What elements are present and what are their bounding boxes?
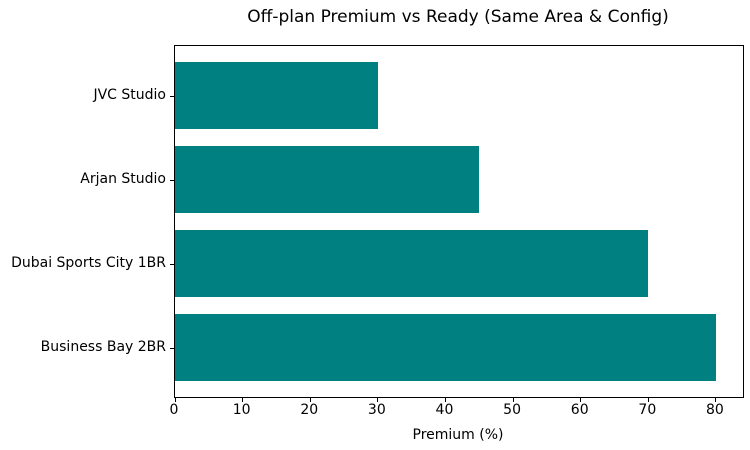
x-tick-mark: [309, 398, 311, 402]
x-tick-mark: [377, 398, 379, 402]
x-axis-tick-labels: 0 10 20 30 40 50 60 70 80: [170, 402, 742, 420]
bar: [175, 314, 716, 381]
x-tick-mark: [647, 398, 649, 402]
x-axis-title: Premium (%): [412, 427, 504, 443]
bar: [175, 62, 378, 129]
x-tick-mark: [242, 398, 244, 402]
x-tick-label: 10: [232, 402, 251, 418]
x-tick-label: 70: [638, 402, 657, 418]
x-tick-mark: [512, 398, 514, 402]
x-tick-label: 50: [503, 402, 522, 418]
x-tick-label: 30: [367, 402, 386, 418]
bar: [175, 146, 480, 213]
x-tick-label: 0: [169, 402, 179, 418]
chart-title: Off-plan Premium vs Ready (Same Area & C…: [247, 7, 669, 27]
x-tick-label: 60: [570, 402, 589, 418]
y-axis-labels: JVC Studio Arjan Studio Dubai Sports City …: [0, 45, 166, 396]
plot-area: [170, 45, 744, 402]
y-tick-mark: [170, 263, 174, 265]
y-tick-label: Arjan Studio: [80, 170, 166, 187]
bar: [175, 230, 649, 297]
x-tick-mark: [444, 398, 446, 402]
x-tick-label: 80: [706, 402, 724, 418]
y-tick-mark: [170, 95, 174, 97]
y-tick-mark: [170, 179, 174, 181]
x-tick-mark: [174, 398, 176, 402]
x-tick-mark: [580, 398, 582, 402]
y-tick-mark: [170, 347, 174, 349]
y-tick-label: JVC Studio: [93, 86, 166, 103]
x-tick-mark: [715, 398, 717, 402]
x-tick-label: 20: [300, 402, 319, 418]
y-tick-label: Business Bay 2BR: [40, 338, 166, 355]
x-tick-label: 40: [435, 402, 454, 418]
y-tick-label: Dubai Sports City 1BR: [11, 254, 166, 271]
